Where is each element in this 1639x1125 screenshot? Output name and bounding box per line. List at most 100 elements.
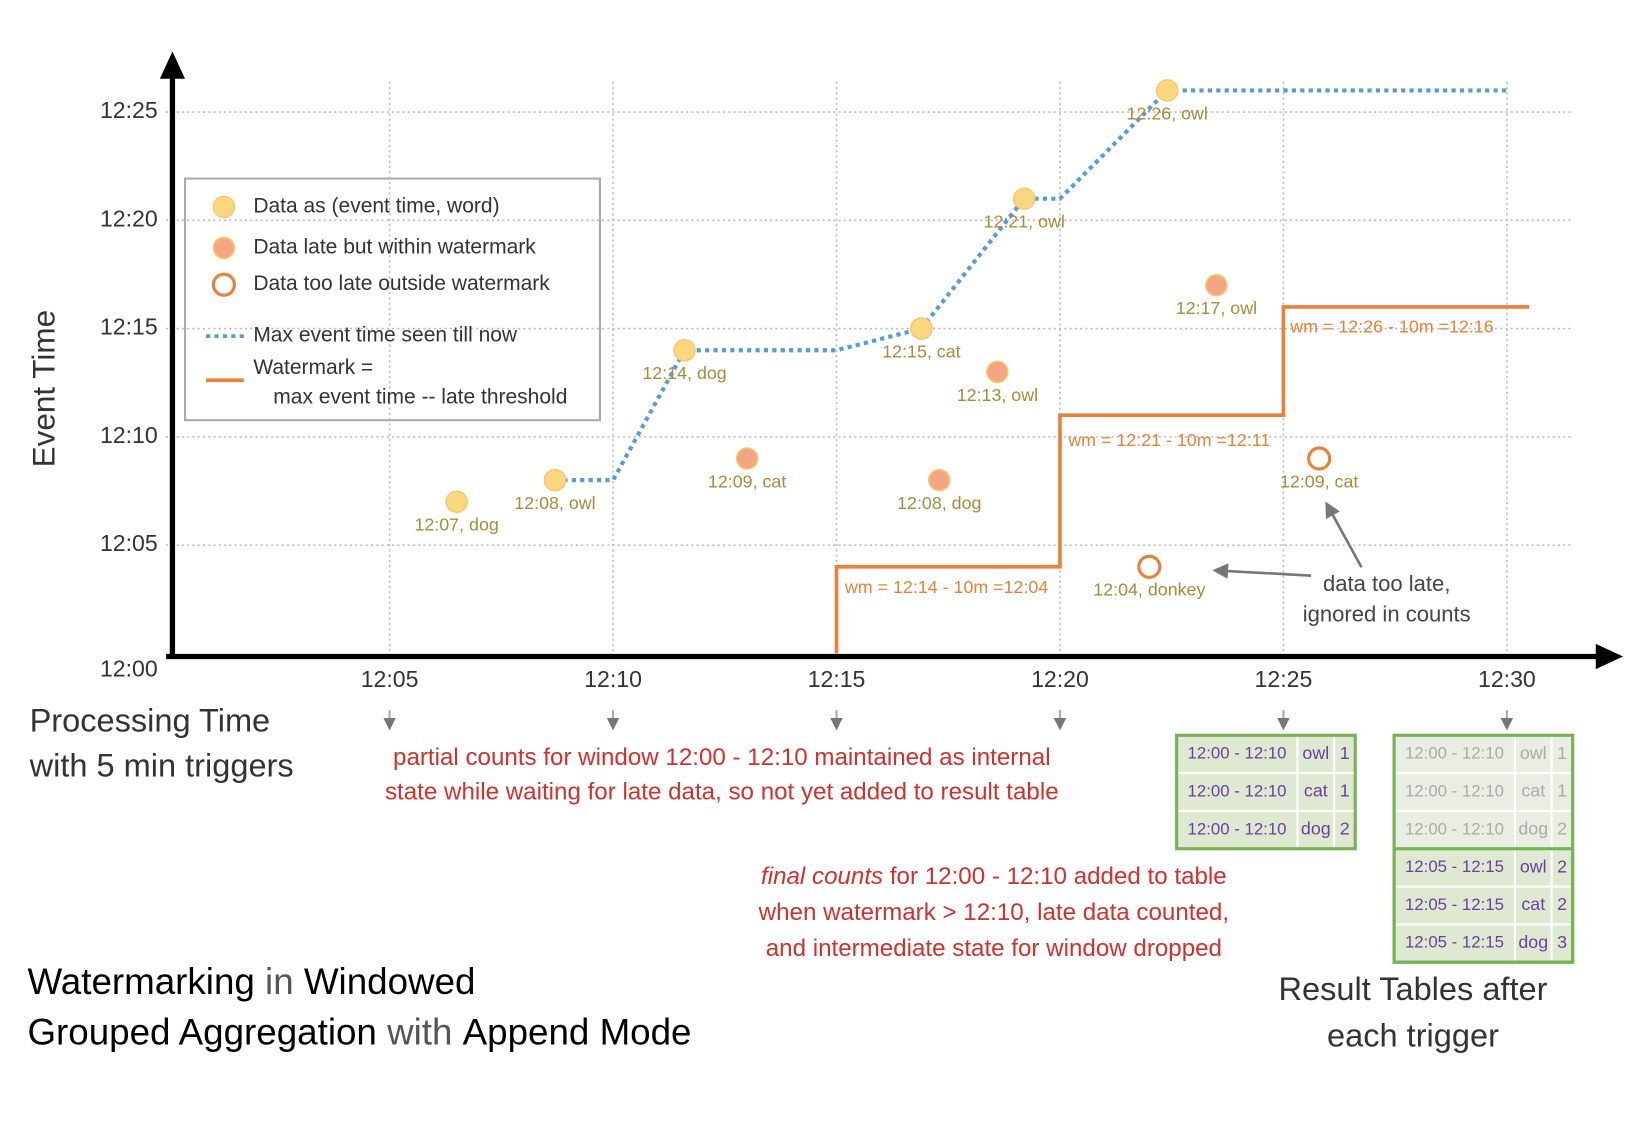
point-label: 12:09, cat bbox=[708, 471, 786, 491]
table-border bbox=[1392, 847, 1575, 964]
table-cell-text: owl bbox=[1302, 743, 1329, 763]
title-part: with bbox=[377, 1011, 463, 1052]
table-cell-text: dog bbox=[1518, 932, 1548, 952]
data-point bbox=[1012, 187, 1036, 210]
x-tick-label: 12:30 bbox=[1478, 666, 1536, 692]
y-tick-label: 12:05 bbox=[100, 530, 158, 556]
table-cell-text: 1 bbox=[1340, 781, 1350, 801]
table-cell-text: 12:05 - 12:15 bbox=[1405, 933, 1504, 952]
table-cell-text: 2 bbox=[1340, 819, 1350, 839]
legend-label: Data late but within watermark bbox=[253, 235, 536, 258]
note: state while waiting for late data, so no… bbox=[385, 778, 1059, 805]
x-tick-label: 12:10 bbox=[584, 666, 642, 692]
y-axis-arrow bbox=[159, 51, 186, 79]
table-cell-text: cat bbox=[1304, 781, 1328, 801]
table-cell-text: 12:00 - 12:10 bbox=[1188, 781, 1287, 800]
table-cell bbox=[1395, 736, 1514, 773]
table-cell-text: 12:00 - 12:10 bbox=[1188, 819, 1287, 838]
x-axis-label: with 5 min triggers bbox=[29, 747, 294, 783]
table-cell-text: owl bbox=[1520, 856, 1547, 876]
legend-marker bbox=[212, 195, 236, 219]
table-cell bbox=[1395, 811, 1514, 848]
point-label: 12:15, cat bbox=[882, 341, 960, 361]
table-cell bbox=[1177, 811, 1297, 848]
table-cell-text: 1 bbox=[1557, 781, 1567, 801]
note-part: final counts bbox=[761, 864, 883, 891]
table-cell-text: 3 bbox=[1557, 932, 1567, 952]
table-cell-text: 12:05 - 12:15 bbox=[1405, 895, 1504, 914]
table-cell bbox=[1298, 774, 1334, 810]
x-tick-label: 12:25 bbox=[1255, 666, 1313, 692]
table-cell bbox=[1335, 774, 1355, 810]
title-part: Append Mode bbox=[463, 1011, 692, 1052]
note: and intermediate state for window droppe… bbox=[766, 935, 1222, 962]
watermark-annotation: wm = 12:26 - 10m =12:16 bbox=[1289, 316, 1493, 336]
legend-label: max event time -- late threshold bbox=[273, 386, 567, 409]
table-cell bbox=[1552, 849, 1572, 886]
table-cell bbox=[1515, 925, 1551, 962]
watermark-annotation: wm = 12:14 - 10m =12:04 bbox=[844, 577, 1048, 597]
late-note: ignored in counts bbox=[1303, 601, 1471, 626]
legend-label: Watermark = bbox=[253, 356, 373, 379]
x-tick-label: 12:15 bbox=[808, 666, 866, 692]
data-point bbox=[1205, 274, 1228, 297]
legend-label: Data as (event time, word) bbox=[253, 194, 499, 217]
point-label: 12:21, owl bbox=[984, 212, 1065, 232]
data-point bbox=[910, 317, 933, 340]
table-cell-text: 2 bbox=[1557, 894, 1567, 914]
pointer-arrow bbox=[1212, 563, 1312, 579]
note-part: for 12:00 - 12:10 added to table bbox=[883, 864, 1227, 891]
point-label: 12:13, owl bbox=[957, 385, 1038, 405]
data-point bbox=[1137, 554, 1162, 579]
max-event-line bbox=[554, 88, 1507, 483]
pointer-arrow bbox=[1325, 501, 1363, 568]
legend-label: Max event time seen till now bbox=[253, 324, 518, 347]
late-note: data too late, bbox=[1323, 571, 1450, 596]
table-cell bbox=[1552, 811, 1572, 848]
table-cell-text: dog bbox=[1518, 819, 1548, 839]
table-cell-text: 1 bbox=[1557, 743, 1567, 763]
data-point bbox=[928, 468, 951, 492]
title: Watermarking in Windowed bbox=[27, 961, 475, 1002]
y-axis-label: Event Time bbox=[26, 310, 62, 468]
note: final counts for 12:00 - 12:10 added to … bbox=[761, 864, 1227, 891]
data-point bbox=[1155, 79, 1179, 102]
legend-marker bbox=[211, 272, 236, 297]
table-cell-text: 1 bbox=[1340, 743, 1350, 763]
y-tick-label: 12:20 bbox=[100, 205, 158, 231]
table-cell-text: cat bbox=[1521, 894, 1545, 914]
point-label: 12:04, donkey bbox=[1093, 580, 1205, 600]
note: partial counts for window 12:00 - 12:10 … bbox=[393, 744, 1051, 771]
watermark-line bbox=[834, 305, 1530, 654]
data-point bbox=[673, 338, 696, 362]
legend-marker bbox=[212, 236, 236, 260]
table-border bbox=[1175, 733, 1357, 851]
point-label: 12:09, cat bbox=[1280, 471, 1358, 491]
legend-label: Data too late outside watermark bbox=[253, 272, 550, 295]
table-cell-text: cat bbox=[1521, 781, 1545, 801]
table-cell bbox=[1515, 774, 1551, 810]
table-cell bbox=[1515, 736, 1551, 773]
table-cell-text: 12:00 - 12:10 bbox=[1405, 819, 1504, 838]
table-cell-text: dog bbox=[1301, 819, 1331, 839]
title-part: in bbox=[255, 961, 304, 1002]
table-cell-text: 2 bbox=[1557, 819, 1567, 839]
table-cell-text: 2 bbox=[1557, 856, 1567, 876]
point-label: 12:17, owl bbox=[1176, 298, 1257, 318]
table-cell bbox=[1395, 774, 1514, 810]
table-cell bbox=[1177, 774, 1297, 810]
table-cell-text: 12:05 - 12:15 bbox=[1405, 857, 1504, 876]
y-tick-label: 12:00 bbox=[100, 655, 158, 681]
x-axis-label: Processing Time bbox=[30, 702, 271, 738]
watermark-annotation: wm = 12:21 - 10m =12:11 bbox=[1067, 430, 1270, 450]
table-cell bbox=[1177, 736, 1297, 773]
point-label: 12:08, owl bbox=[514, 493, 595, 513]
table-cell bbox=[1335, 736, 1355, 773]
table-cell bbox=[1552, 887, 1572, 924]
table-cell bbox=[1395, 887, 1514, 924]
table-cell bbox=[1335, 811, 1355, 848]
title-part: Grouped Aggregation bbox=[27, 1011, 376, 1052]
table-cell bbox=[1298, 736, 1334, 773]
table-cell bbox=[1395, 849, 1514, 886]
